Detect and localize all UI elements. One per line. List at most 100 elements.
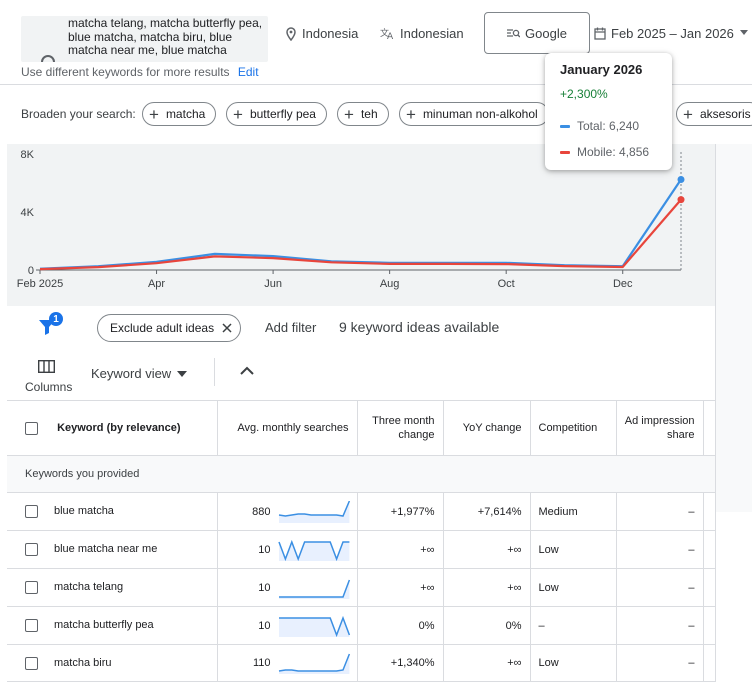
chart-panel — [7, 144, 715, 306]
edit-link[interactable]: Edit — [237, 65, 259, 79]
row-checkbox[interactable] — [25, 581, 38, 594]
avg-monthly-searches-header[interactable]: Avg. monthly searches — [217, 400, 358, 456]
trend-sparkline — [278, 653, 350, 674]
calendar-icon — [594, 27, 606, 40]
avg-searches-cell: 10 — [217, 530, 358, 569]
broaden-chip-minuman-non-alkohol[interactable]: + minuman non-alkohol — [399, 102, 549, 126]
keyword-table: Keyword (by relevance) Avg. monthly sear… — [7, 400, 716, 682]
tooltip-mobile-value: Mobile: 4,856 — [577, 145, 650, 159]
chart-tooltip: January 2026 +2,300% Total: 6,240 Mobile… — [545, 53, 672, 170]
keyword-header-label: Keyword (by relevance) — [57, 422, 181, 434]
competition-header[interactable]: Competition — [530, 400, 617, 456]
broaden-label: Broaden your search: — [21, 107, 136, 121]
keyword-hint: Use different keywords for more results … — [21, 65, 259, 79]
broaden-chip-aksesoris[interactable]: + aksesoris — [676, 102, 752, 126]
search-icon — [41, 55, 55, 62]
x-tick-label: Aug — [380, 278, 400, 290]
broaden-chip-butterfly-pea[interactable]: + butterfly pea — [226, 102, 327, 126]
tooltip-change: +2,300% — [560, 87, 608, 101]
table-row[interactable]: matcha biru 110 +1,340% +∞ Low – — [7, 644, 716, 682]
ad-impression-share-header[interactable]: Ad impression share — [616, 400, 704, 456]
plus-icon: + — [149, 104, 159, 124]
translate-icon: 文A — [380, 27, 394, 40]
keyword-cell: matcha butterfly pea — [7, 606, 218, 645]
broaden-chip-matcha[interactable]: + matcha — [142, 102, 217, 126]
overflow-cell — [703, 492, 716, 531]
keyword-cell: blue matcha near me — [7, 530, 218, 569]
x-tick-label: Oct — [498, 278, 515, 290]
table-row[interactable]: matcha butterfly pea 10 0% 0% – – — [7, 606, 716, 645]
avg-searches-value: 10 — [258, 581, 271, 594]
location-label: Indonesia — [302, 26, 359, 41]
collapse-chart-icon[interactable] — [240, 366, 254, 375]
table-row[interactable]: blue matcha 880 +1,977% +7,614% Medium – — [7, 492, 716, 531]
keyword-text: matcha biru — [54, 656, 112, 669]
select-all-checkbox[interactable] — [25, 421, 38, 435]
avg-searches-value: 10 — [258, 543, 271, 556]
location-pin-icon — [286, 26, 296, 41]
trend-sparkline — [278, 615, 350, 637]
keyword-text: blue matcha near me — [54, 543, 158, 556]
trend-sparkline — [277, 539, 349, 561]
y-tick-label: 4K — [21, 207, 35, 219]
overflow-cell — [703, 530, 716, 569]
dropdown-arrow-icon — [177, 370, 188, 377]
total-legend-swatch — [560, 124, 570, 128]
keyword-text: matcha butterfly pea — [54, 619, 154, 632]
row-checkbox[interactable] — [25, 543, 38, 556]
keyword-input-text[interactable]: matcha telang, matcha butterfly pea, blu… — [68, 16, 263, 57]
yoy-change-header[interactable]: YoY change — [443, 400, 531, 456]
avg-searches-value: 880 — [252, 505, 271, 518]
avg-searches-cell: 880 — [217, 492, 358, 531]
x-tick-label: Apr — [148, 278, 165, 290]
overflow-column — [703, 400, 716, 456]
avg-searches-cell: 10 — [217, 568, 358, 607]
add-filter-button[interactable]: Add filter — [265, 320, 317, 335]
keyword-column-header[interactable]: Keyword (by relevance) — [7, 400, 218, 456]
table-row[interactable]: blue matcha near me 10 +∞ +∞ Low – — [7, 530, 716, 569]
columns-icon[interactable] — [38, 360, 55, 373]
search-engine-filter[interactable]: Google — [484, 12, 590, 54]
top-filter-bar: matcha telang, matcha butterfly pea, blu… — [0, 0, 752, 84]
chevron-down-icon[interactable] — [740, 30, 748, 35]
keyword-view-dropdown[interactable]: Keyword view — [91, 366, 188, 381]
row-checkbox[interactable] — [25, 505, 38, 518]
row-checkbox[interactable] — [25, 656, 38, 670]
broaden-chip-teh[interactable]: + teh — [337, 102, 389, 126]
competition-cell: – — [530, 606, 617, 645]
toolbar-divider — [214, 358, 215, 386]
overflow-cell — [703, 644, 716, 682]
close-icon[interactable] — [222, 323, 232, 333]
three-month-change-cell: +1,977% — [357, 492, 444, 531]
plus-icon: + — [344, 104, 354, 124]
yoy-change-cell: +∞ — [443, 644, 531, 682]
keyword-hint-text: Use different keywords for more results — [21, 65, 230, 79]
search-volume-chart[interactable]: 0 4K 8K Feb 2025 Apr Jun Aug Oct Dec — [0, 144, 715, 306]
keyword-input[interactable]: matcha telang, matcha butterfly pea, blu… — [21, 16, 268, 62]
exclude-adult-ideas-chip[interactable]: Exclude adult ideas — [97, 314, 242, 342]
tooltip-title: January 2026 — [560, 62, 643, 77]
side-panel — [715, 144, 752, 512]
three-month-change-cell: +∞ — [357, 530, 444, 569]
tooltip-total-value: Total: 6,240 — [577, 119, 640, 133]
exclude-adult-label: Exclude adult ideas — [110, 321, 215, 335]
row-checkbox[interactable] — [25, 619, 38, 632]
competition-cell: Medium — [530, 492, 617, 531]
location-filter[interactable]: Indonesia — [285, 26, 358, 41]
mobile-legend-swatch — [560, 150, 570, 154]
ad-impression-share-cell: – — [616, 492, 704, 531]
date-range-filter[interactable]: Feb 2025 – Jan 2026 — [594, 26, 734, 41]
total-hover-point — [677, 176, 685, 184]
plus-icon: + — [683, 104, 693, 124]
competition-cell: Low — [530, 568, 617, 607]
columns-label[interactable]: Columns — [25, 380, 73, 394]
x-tick-label: Jun — [264, 278, 282, 290]
competition-cell: Low — [530, 644, 617, 682]
table-row[interactable]: matcha telang 10 +∞ +∞ Low – — [7, 568, 716, 607]
tooltip-mobile: Mobile: 4,856 — [560, 145, 690, 159]
three-month-change-header[interactable]: Three month change — [357, 400, 444, 456]
chip-label: aksesoris — [699, 107, 751, 121]
search-network-icon — [507, 28, 521, 37]
ad-impression-share-cell: – — [616, 644, 704, 682]
